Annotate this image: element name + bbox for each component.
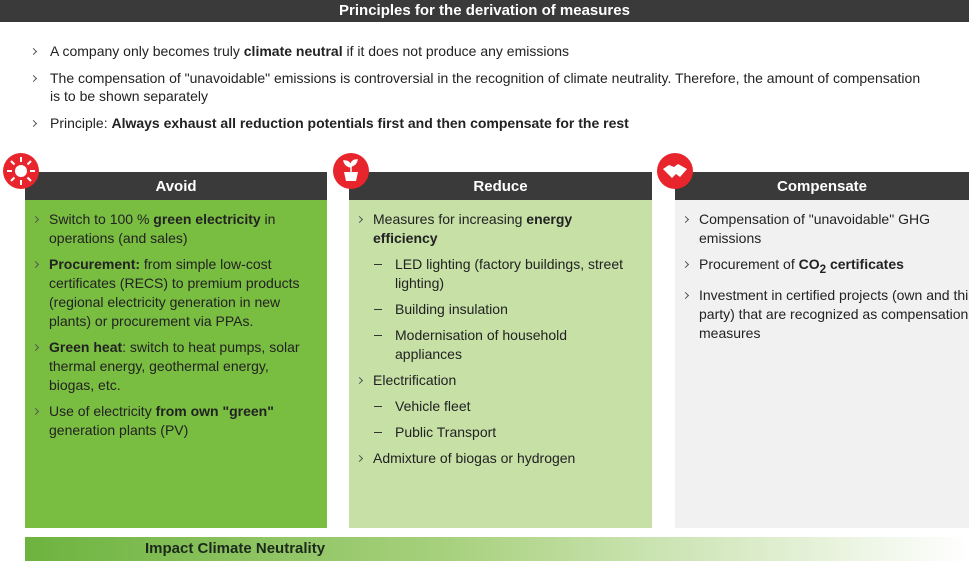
chevron (31, 343, 40, 352)
dash (374, 264, 382, 265)
chevron (681, 260, 690, 269)
handshake-icon (657, 153, 693, 189)
sun-icon (3, 153, 39, 189)
column: Reduce Measures for increasing energy eff… (349, 172, 652, 528)
bullet: Compensation of "unavoidable" GHG emissi… (675, 210, 969, 248)
text-run: green electricity (153, 211, 261, 227)
text-run: A company only becomes truly (50, 43, 244, 59)
impact-bar: Impact Climate Neutrality (25, 537, 969, 561)
chevron (681, 291, 690, 299)
bullet: Admixture of biogas or hydrogen (349, 449, 633, 468)
text-run: Always exhaust all reduction potentials … (111, 115, 629, 131)
dash (374, 406, 382, 407)
dash (374, 335, 382, 336)
dash (374, 432, 382, 433)
text-run: CO (798, 256, 820, 272)
bullet: Use of electricity from own "green" gene… (25, 402, 309, 440)
column-body: Compensation of "unavoidable" GHG emissi… (675, 200, 969, 528)
text-run: in operations (and sales) (49, 211, 276, 246)
text-run: Switch to 100 % (49, 211, 154, 227)
bullet: Green heat: switch to heat pumps, solar … (25, 338, 309, 395)
text-run: Procurement of (699, 256, 799, 272)
bullet: Building insulation (349, 300, 633, 319)
text-run: if it does not produce any emissions (342, 43, 570, 59)
intro-bullet: A company only becomes truly climate neu… (0, 42, 930, 60)
text-run: The compensation of "unavoidable" emissi… (50, 70, 921, 104)
text-run: Compensation of "unavoidable" GHG emissi… (699, 211, 930, 246)
text-run: Use of electricity (49, 403, 156, 419)
bullet: Measures for increasing energy efficienc… (349, 210, 633, 248)
chevron (29, 119, 38, 128)
chevron (31, 215, 40, 224)
column-body: Switch to 100 % green electricity in ope… (25, 200, 327, 528)
text-run: Electrification (373, 372, 457, 388)
chevron (355, 454, 364, 463)
plant-icon (333, 153, 369, 189)
chevron (31, 260, 40, 269)
column-body: Measures for increasing energy efficienc… (349, 200, 652, 528)
bullet: Electrification (349, 371, 633, 390)
bullet: Modernisation of household appliances (349, 326, 633, 364)
chevron (681, 215, 690, 224)
column-title: Reduce (349, 172, 652, 200)
bullet: Procurement of CO2 certificates (675, 255, 969, 279)
text-run: generation plants (PV) (49, 422, 189, 438)
column-title: Compensate (675, 172, 969, 200)
text-run: Principle: (50, 115, 112, 131)
text-run: Admixture of biogas or hydrogen (373, 450, 576, 466)
text-run: Green heat (49, 339, 123, 355)
footer-label: Impact Climate Neutrality (145, 540, 326, 557)
text-run: climate neutral (243, 43, 343, 59)
text-run: Investment in certified projects (own an… (699, 286, 969, 341)
intro-list: A company only becomes truly climate neu… (0, 42, 969, 141)
bullet: LED lighting (factory buildings, street … (349, 255, 633, 293)
intro-bullet: Principle: Always exhaust all reduction … (0, 114, 930, 132)
text-run: Modernisation of household appliances (395, 327, 568, 362)
chevron (355, 376, 364, 385)
text-run: Public Transport (395, 424, 497, 440)
intro-bullet: The compensation of "unavoidable" emissi… (0, 69, 930, 105)
chevron (29, 47, 38, 56)
text-run: energy efficiency (373, 211, 573, 246)
column: Avoid Switch to 100 % green electricity i… (25, 172, 327, 528)
text-run: : switch to heat pumps, solar thermal en… (49, 339, 300, 393)
bullet: Investment in certified projects (own an… (675, 286, 969, 343)
text-run: LED lighting (factory buildings, street … (395, 256, 623, 291)
column: Compensate Compensation of "unavoidable" … (675, 172, 969, 528)
dash (374, 309, 382, 310)
text-run: Procurement: (49, 256, 141, 272)
header-title: Principles for the derivation of measure… (0, 0, 969, 22)
text-run: from simple low-cost certificates (RECS)… (49, 256, 300, 329)
chevron (31, 407, 40, 416)
bullet: Public Transport (349, 423, 633, 442)
text-run: certificates (826, 256, 904, 272)
bullet: Vehicle fleet (349, 397, 633, 416)
text-run: 2 (819, 262, 827, 276)
text-run: Vehicle fleet (395, 398, 471, 414)
text-run: Building insulation (395, 301, 508, 317)
text-run: from own "green" (155, 403, 274, 419)
text-run: Measures for increasing (373, 211, 527, 227)
bullet: Switch to 100 % green electricity in ope… (25, 210, 309, 248)
column-title: Avoid (25, 172, 327, 200)
chevron (29, 74, 38, 83)
bullet: Procurement: from simple low-cost certif… (25, 255, 309, 331)
chevron (355, 215, 364, 224)
